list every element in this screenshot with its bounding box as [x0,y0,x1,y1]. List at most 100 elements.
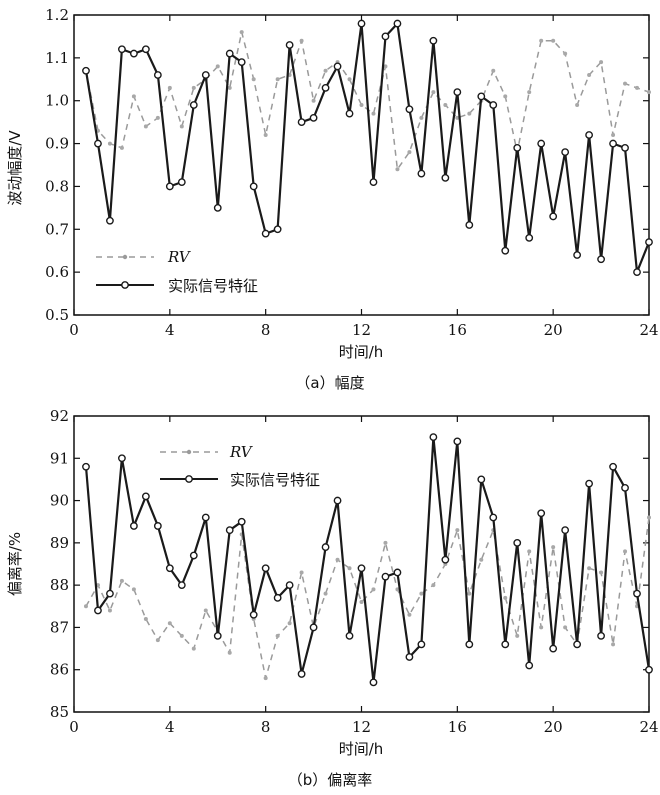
signal-point [321,543,330,551]
x-tick-label: 0 [69,321,79,339]
signal-point [621,483,629,492]
rv-point [263,133,268,137]
rv-point [635,85,640,90]
signal-point [501,246,510,255]
y-tick-label: 89 [50,534,69,552]
rv-point [467,111,472,116]
signal-point [369,178,378,187]
x-tick-label: 16 [448,321,467,339]
rv-point [83,604,88,609]
rv-point [371,587,376,592]
rv-point [647,90,651,95]
signal-point [513,538,522,547]
signal-point [525,661,534,670]
signal-point [477,92,486,101]
signal-point [417,169,426,178]
signal-point [249,610,258,619]
rv-point [407,612,412,617]
rv-point [599,570,604,575]
signal-point [141,45,150,54]
signal-point [201,71,210,79]
legend-rv-marker [122,254,128,260]
legend-signal-label: 实际信号特征 [168,277,258,295]
signal-point [489,513,498,522]
y-tick-label: 0.6 [45,263,69,281]
rv-point [479,557,484,562]
rv-point [527,549,532,554]
panel-caption: （b）偏离率 [288,771,373,789]
series-group [82,433,653,687]
signal-point [261,564,270,573]
signal-point [165,182,174,191]
y-tick-label: 92 [50,407,69,425]
rv-point [131,587,136,592]
rv-point [455,528,460,533]
rv-point [323,68,328,73]
rv-point [167,85,172,90]
y-tick-label: 87 [50,618,69,636]
y-axis-title: 波动幅度/V [6,130,24,206]
rv-point [167,621,172,626]
signal-point [561,526,570,535]
signal-point [201,513,210,522]
signal-point [273,593,282,602]
rv-point [359,600,364,605]
rv-point [191,85,196,90]
signal-point [633,268,641,277]
rv-point [587,73,592,77]
signal-point [309,113,318,122]
y-tick-label: 0.8 [45,177,69,195]
rv-point [263,676,268,681]
signal-point [417,640,426,649]
x-axis-title: 时间/h [339,740,384,758]
signal-point [153,522,162,530]
signal-point [189,551,198,560]
signal-point [273,225,282,234]
y-tick-label: 1.0 [45,92,69,110]
x-tick-label: 12 [352,718,371,736]
rv-point [647,515,651,520]
signal-point [261,229,270,238]
signal-point [585,131,594,139]
x-tick-label: 4 [165,321,175,339]
legend-signal-label: 实际信号特征 [230,471,320,489]
y-tick-label: 90 [50,492,69,510]
signal-point [333,62,342,71]
x-tick-label: 8 [261,321,271,339]
rv-point [155,638,160,643]
rv-point [503,595,508,600]
signal-point [285,41,294,49]
legend-signal-marker [185,475,193,483]
signal-point [285,581,294,590]
rv-point [623,81,628,86]
rv-point [431,90,436,95]
series-group [82,19,653,277]
rv-point [455,115,460,120]
signal-point [381,572,390,581]
rv-point [395,587,400,592]
legend-signal-marker [121,281,129,289]
signal-point [405,653,414,661]
signal-point [645,665,653,674]
signal-point [597,631,605,640]
rv-point [539,38,544,43]
rv-point [299,570,304,575]
x-tick-label: 20 [544,321,563,339]
y-tick-label: 1.2 [45,6,69,24]
rv-point [611,642,616,647]
x-tick-label: 20 [544,718,563,736]
rv-point [335,557,340,562]
rv-point [179,633,184,638]
signal-point [573,640,582,649]
signal-point [429,36,438,45]
signal-point [573,251,582,259]
signal-point [321,83,330,92]
rv-point [527,90,532,95]
x-tick-label: 12 [352,321,371,339]
x-tick-label: 16 [448,718,467,736]
rv-point [443,103,448,107]
signal-point [297,670,306,678]
signal-point [177,581,186,590]
rv-point [563,51,568,56]
